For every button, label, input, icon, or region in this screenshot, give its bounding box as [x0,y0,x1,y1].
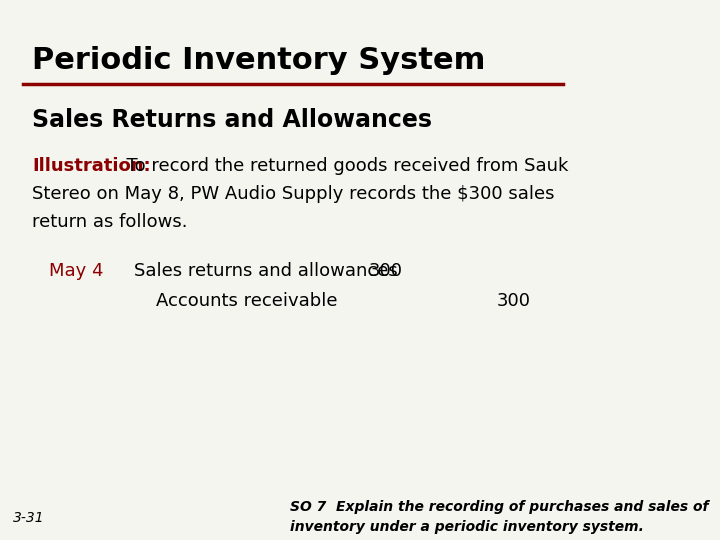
Text: Sales returns and allowances: Sales returns and allowances [133,262,397,280]
Text: 300: 300 [369,262,402,280]
Text: inventory under a periodic inventory system.: inventory under a periodic inventory sys… [290,519,644,534]
Text: Periodic Inventory System: Periodic Inventory System [32,46,485,75]
Text: Accounts receivable: Accounts receivable [156,292,337,309]
Text: SO 7  Explain the recording of purchases and sales of: SO 7 Explain the recording of purchases … [290,500,708,514]
Text: Illustration:: Illustration: [32,157,150,174]
Text: Stereo on May 8, PW Audio Supply records the $300 sales: Stereo on May 8, PW Audio Supply records… [32,185,554,202]
Text: To record the returned goods received from Sauk: To record the returned goods received fr… [115,157,568,174]
Text: return as follows.: return as follows. [32,213,187,231]
Text: May 4: May 4 [50,262,104,280]
Text: Sales Returns and Allowances: Sales Returns and Allowances [32,108,432,132]
Text: 3-31: 3-31 [13,511,45,525]
Text: 300: 300 [496,292,531,309]
